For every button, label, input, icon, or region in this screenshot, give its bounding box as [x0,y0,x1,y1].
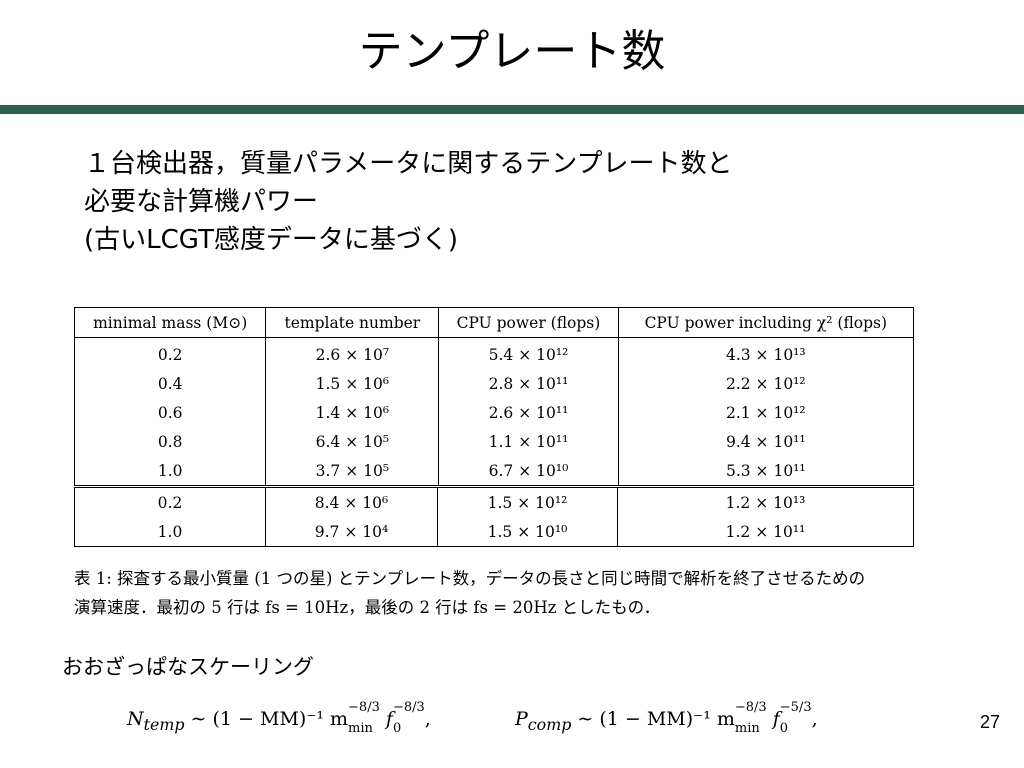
cell-template-number: 1.4 × 10⁶ [265,398,440,427]
cell-cpu-power-chi2: 9.4 × 10¹¹ [617,427,915,456]
cell-cpu-power: 2.8 × 10¹¹ [438,369,619,398]
intro-line: １台検出器，質量パラメータに関するテンプレート数と [84,149,733,179]
cell-template-number: 6.4 × 10⁵ [265,427,440,456]
formula-m-sup: −8/3 [734,700,767,715]
table-row: 0.2 8.4 × 10⁶ 1.5 × 10¹² 1.2 × 10¹³ [74,487,915,517]
formula-lhs-sub: temp [143,714,185,734]
table-row: 1.0 3.7 × 10⁵ 6.7 × 10¹⁰ 5.3 × 10¹¹ [73,456,915,486]
cell-cpu-power-chi2: 4.3 × 10¹³ [617,337,915,369]
formula-middle: ∼ (1 − MM)⁻¹ m [184,708,349,730]
cell-cpu-power: 2.6 × 10¹¹ [438,398,619,427]
cell-mass: 0.2 [74,487,266,517]
header-minimal-mass: minimal mass (M⊙) [73,307,267,338]
slide-title: テンプレート数 [358,26,666,77]
formula-f: f [379,708,393,730]
cell-mass: 1.0 [74,517,266,547]
template-table: minimal mass (M⊙) template number CPU po… [73,307,915,486]
formula-f-sub: 0 [779,721,789,736]
formula-middle: ∼ (1 − MM)⁻¹ m [571,708,735,730]
cell-cpu-power: 1.5 × 10¹² [437,487,618,517]
formula-lhs: N [127,708,144,730]
cell-mass: 0.6 [73,398,267,427]
formula-f-sub: 0 [392,721,402,736]
cell-cpu-power: 6.7 × 10¹⁰ [438,456,619,486]
formula-f-sup: −5/3 [779,700,812,715]
formula-lhs: P [515,708,528,730]
formula-cpu-power: Pcomp ∼ (1 − MM)⁻¹ m −8/3 min f −5/3 0, [515,697,818,741]
formula-lhs-sub: comp [527,714,572,734]
template-table-20hz: 0.2 8.4 × 10⁶ 1.5 × 10¹² 1.2 × 10¹³ 1.0 … [74,487,915,547]
header-cpu-power: CPU power (flops) [438,307,619,338]
cell-mass: 0.2 [73,337,267,369]
cell-cpu-power-chi2: 1.2 × 10¹¹ [616,517,915,547]
formula-m-sub: min [734,721,760,736]
cell-template-number: 1.5 × 10⁶ [265,369,440,398]
formula-tail: , [811,708,818,730]
table-row: 0.4 1.5 × 10⁶ 2.8 × 10¹¹ 2.2 × 10¹² [73,369,915,398]
formula-m-scripts: −8/3 min [348,701,380,735]
table-row: 1.0 9.7 × 10⁴ 1.5 × 10¹⁰ 1.2 × 10¹¹ [74,517,915,547]
cell-cpu-power-chi2: 2.1 × 10¹² [617,398,915,427]
scaling-label: おおざっぱなスケーリング [62,655,314,679]
cell-cpu-power: 1.5 × 10¹⁰ [437,517,618,547]
table-row: 0.2 2.6 × 10⁷ 5.4 × 10¹² 4.3 × 10¹³ [73,337,915,369]
table-caption: 表 1: 探査する最小質量 (1 つの星) とテンプレート数，データの長さと同じ… [74,564,974,622]
cell-mass: 0.8 [73,427,267,456]
cell-mass: 1.0 [73,456,267,486]
formula-f: f [766,708,780,730]
cell-cpu-power-chi2: 2.2 × 10¹² [617,369,915,398]
cell-cpu-power-chi2: 1.2 × 10¹³ [616,487,915,517]
cell-template-number: 8.4 × 10⁶ [264,487,439,517]
formula-m-sub: min [348,721,373,736]
caption-line: 演算速度．最初の 5 行は fs = 10Hz，最後の 2 行は fs = 20… [74,598,661,617]
cell-template-number: 3.7 × 10⁵ [265,456,440,486]
cell-cpu-power: 1.1 × 10¹¹ [438,427,619,456]
intro-text: １台検出器，質量パラメータに関するテンプレート数と 必要な計算機パワー (古いL… [84,145,732,259]
table-row: 0.6 1.4 × 10⁶ 2.6 × 10¹¹ 2.1 × 10¹² [73,398,915,427]
title-divider [0,105,1024,114]
table-row: 0.8 6.4 × 10⁵ 1.1 × 10¹¹ 9.4 × 10¹¹ [73,427,915,456]
intro-line: 必要な計算機パワー [84,187,319,217]
formula-f-scripts: −8/3 0 [393,701,425,735]
caption-line: 表 1: 探査する最小質量 (1 つの星) とテンプレート数，データの長さと同じ… [74,569,866,588]
cell-cpu-power-chi2: 5.3 × 10¹¹ [617,456,915,486]
formula-f-sup: −8/3 [392,700,425,715]
page-number: 27 [980,712,1001,732]
formula-m-scripts: −8/3 min [735,701,767,735]
table-header-row: minimal mass (M⊙) template number CPU po… [73,307,915,338]
formula-f-scripts: −5/3 0 [780,701,812,735]
formula-m-sup: −8/3 [348,700,380,715]
cell-mass: 0.4 [73,369,267,398]
formula-tail: , [424,708,431,730]
cell-template-number: 9.7 × 10⁴ [264,517,439,547]
cell-template-number: 2.6 × 10⁷ [265,337,440,369]
intro-line: (古いLCGT感度データに基づく) [84,225,459,255]
cell-cpu-power: 5.4 × 10¹² [438,337,619,369]
formula-template-number: Ntemp ∼ (1 − MM)⁻¹ m −8/3 min f −8/3 0, [127,697,431,741]
header-cpu-power-chi2: CPU power including χ² (flops) [617,307,915,338]
header-template-number: template number [265,307,440,338]
